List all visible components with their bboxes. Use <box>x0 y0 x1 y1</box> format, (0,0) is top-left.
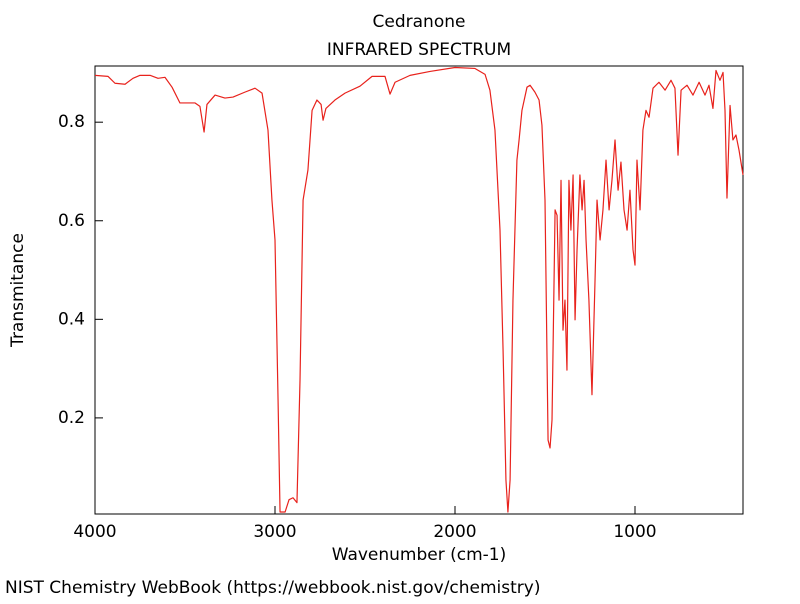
y-tick-label: 0.4 <box>58 309 85 329</box>
plot-frame <box>94 65 744 515</box>
y-tick-label: 0.2 <box>58 408 85 428</box>
spectrum-line <box>94 66 744 513</box>
x-tick-label: 2000 <box>433 522 476 542</box>
y-axis-label: Transmitance <box>8 233 28 348</box>
chart-title: Cedranone <box>373 12 466 32</box>
x-tick-label: 4000 <box>73 522 116 542</box>
y-tick-label: 0.8 <box>58 112 85 132</box>
source-note: NIST Chemistry WebBook (https://webbook.… <box>5 578 540 598</box>
x-tick-label: 1000 <box>613 522 656 542</box>
y-tick-label: 0.6 <box>58 211 85 231</box>
chart-subtitle: INFRARED SPECTRUM <box>327 40 511 60</box>
x-tick-label: 3000 <box>253 522 296 542</box>
x-axis-label: Wavenumber (cm-1) <box>332 545 507 565</box>
